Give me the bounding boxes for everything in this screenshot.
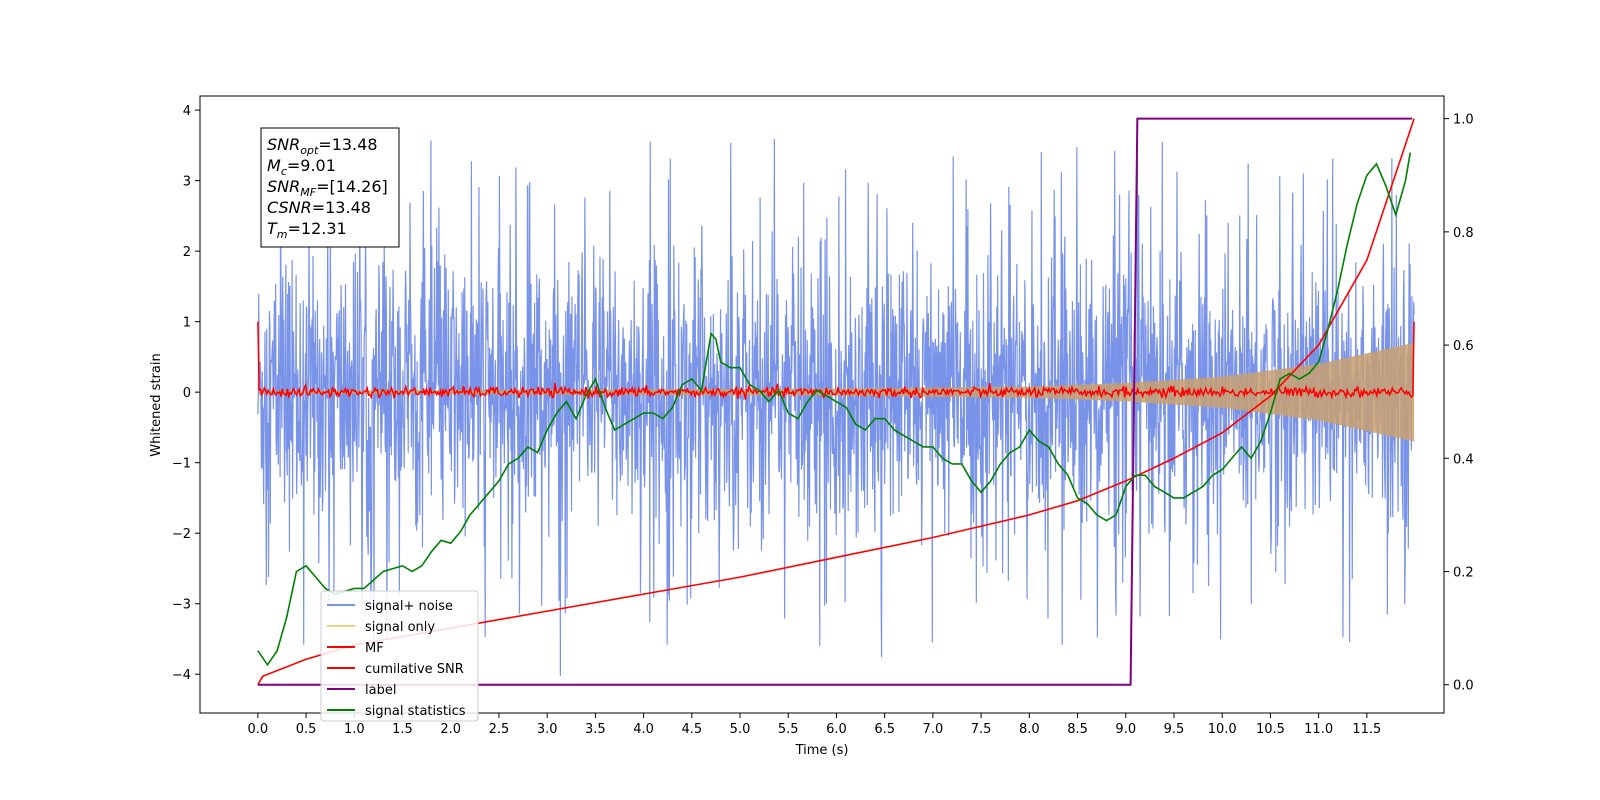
y-tick-label: −4 <box>172 668 191 683</box>
series-signal-noise-line <box>257 138 1415 676</box>
annotation-box: SNRopt=13.48Mc=9.01SNRMF=[14.26]CSNR=13.… <box>260 127 400 248</box>
x-tick-label: 8.0 <box>1019 722 1040 737</box>
y2-tick-label: 0.0 <box>1453 679 1474 694</box>
y-tick-label: −2 <box>172 527 191 542</box>
x-tick-label: 0.5 <box>296 722 317 737</box>
annotation-line: Tm=12.31 <box>267 219 347 241</box>
annotation-line: SNRopt=13.48 <box>267 135 378 157</box>
y2-tick-label: 0.8 <box>1453 226 1474 241</box>
y-tick-label: 3 <box>183 175 191 190</box>
x-tick-label: 6.5 <box>874 722 895 737</box>
x-tick-label: 10.0 <box>1208 722 1237 737</box>
x-tick-label: 11.5 <box>1352 722 1381 737</box>
legend-label: signal+ noise <box>365 599 453 614</box>
y-tick-label: 0 <box>183 386 191 401</box>
x-tick-label: 1.5 <box>392 722 413 737</box>
series-signal-only-fill <box>257 342 1415 442</box>
x-tick-label: 0.0 <box>248 722 269 737</box>
annotation-line: Mc=9.01 <box>267 156 336 178</box>
x-tick-label: 3.5 <box>585 722 606 737</box>
x-tick-label: 6.0 <box>826 722 847 737</box>
axes-layer: 0.0 0.5 1.0 1.5 2.0 2.5 3.0 3.5 4.0 4.5 5.0 5.5 6.0 6… <box>172 104 1474 737</box>
y2-tick-label: 0.6 <box>1453 339 1474 354</box>
series-signal-statistics-line <box>257 152 1412 667</box>
x-tick-label: 8.5 <box>1067 722 1088 737</box>
legend: signal+ noise signal only MF cumilative SNR… <box>320 590 479 722</box>
series-mf-line <box>257 321 1415 401</box>
y-tick-label: −3 <box>172 598 191 613</box>
y-tick-label: −1 <box>172 457 191 472</box>
plot-frame <box>199 95 1445 714</box>
legend-label: signal statistics <box>365 704 466 719</box>
legend-label: label <box>365 683 396 698</box>
y-tick-label: 2 <box>183 245 191 260</box>
x-tick-label: 7.5 <box>971 722 992 737</box>
legend-frame <box>320 590 479 722</box>
x-tick-label: 1.0 <box>344 722 365 737</box>
y2-tick-label: 0.2 <box>1453 565 1474 580</box>
annotation-box-frame <box>260 127 400 248</box>
x-tick-label: 5.5 <box>778 722 799 737</box>
x-tick-label: 3.0 <box>537 722 558 737</box>
x-tick-label: 5.0 <box>730 722 751 737</box>
annotation-line: SNRMF=[14.26] <box>267 177 388 199</box>
x-tick-label: 10.5 <box>1256 722 1285 737</box>
legend-label: signal only <box>365 620 435 635</box>
y-tick-label: 4 <box>183 104 191 119</box>
x-tick-label: 7.0 <box>923 722 944 737</box>
x-tick-label: 2.0 <box>440 722 461 737</box>
y2-tick-label: 1.0 <box>1453 113 1474 128</box>
y-tick-label: 1 <box>183 316 191 331</box>
legend-label: MF <box>365 641 384 656</box>
x-tick-label: 9.0 <box>1115 722 1136 737</box>
x-tick-label: 2.5 <box>489 722 510 737</box>
series-label-line <box>257 117 1413 686</box>
y2-tick-label: 0.4 <box>1453 452 1474 467</box>
x-axis-title: Time (s) <box>795 743 849 758</box>
x-tick-label: 4.0 <box>633 722 654 737</box>
x-tick-label: 4.5 <box>681 722 702 737</box>
annotation-line: CSNR=13.48 <box>267 198 371 217</box>
y-axis-title: Whitened strain <box>149 353 164 456</box>
x-tick-label: 9.5 <box>1164 722 1185 737</box>
legend-label: cumilative SNR <box>365 662 464 677</box>
x-tick-label: 11.0 <box>1304 722 1333 737</box>
